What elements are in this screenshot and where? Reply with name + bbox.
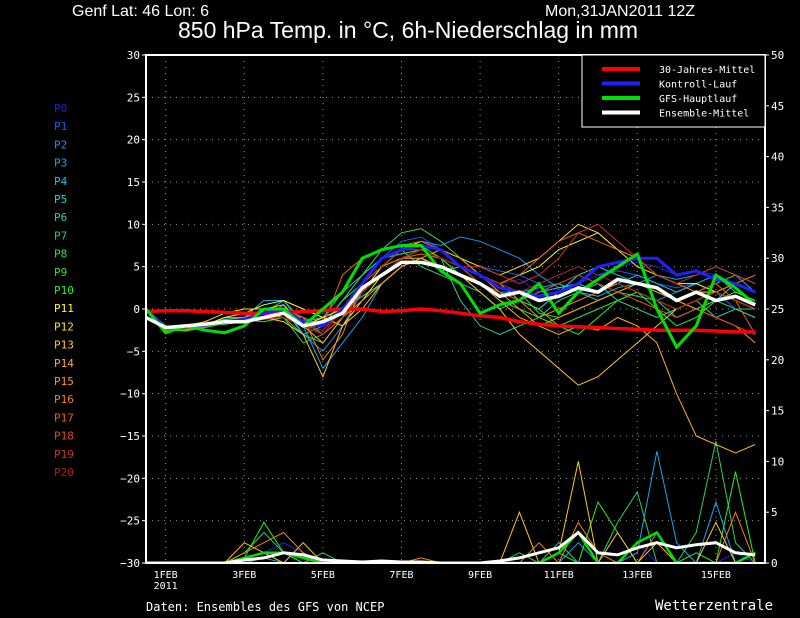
y-right-tick-label: 0 [771,557,778,570]
y-right-tick-label: 35 [771,201,784,214]
y-right-tick-label: 15 [771,405,784,418]
x-tick-label: 1FEB [154,570,178,581]
location-label: Genf Lat: 46 Lon: 6 [72,3,209,20]
y-right-tick-label: 50 [771,49,784,62]
chart-title: 850 hPa Temp. in °C, 6h-Niederschlag in … [178,17,639,43]
member-legend-p14: P14 [54,357,74,370]
precip-line-p3 [146,451,756,564]
legend-label: GFS-Hauptlauf [659,94,737,105]
member-legend-p20: P20 [54,466,74,479]
data-source-label: Daten: Ensembles des GFS von NCEP [146,600,385,614]
x-tick-sublabel: 2011 [154,581,178,592]
y-left-tick-label: −5 [127,345,140,358]
precip-line-gfs [146,530,756,565]
temp-line-ensemble-mean [145,260,756,330]
member-legend-p2: P2 [54,138,67,151]
x-tick-label: 5FEB [311,570,335,581]
y-left-tick-label: −15 [120,430,140,443]
y-right-tick-label: 30 [771,252,784,265]
member-legend-p19: P19 [54,448,74,461]
y-left-tick-label: 0 [133,303,140,316]
member-legend-p1: P1 [54,120,67,133]
temp-line-p14 [145,257,756,454]
y-right-tick-label: 10 [771,455,784,468]
legend-label: Kontroll-Lauf [659,80,737,91]
run-time-label: Mon,31JAN2011 12Z [545,3,696,20]
x-tick-label: 13FEB [622,570,652,581]
member-legend-p5: P5 [54,193,67,206]
y-right-tick-label: 5 [771,506,778,519]
legend-label: 30-Jahres-Mittel [659,65,755,76]
x-tick-label: 3FEB [232,570,256,581]
y-left-tick-label: −20 [120,472,140,485]
member-legend-p17: P17 [54,411,74,424]
y-left-tick-label: −25 [120,515,140,528]
member-legend-p0: P0 [54,102,67,115]
y-right-tick-label: 20 [771,354,784,367]
plot-frame [145,54,766,564]
member-legend-p10: P10 [54,284,74,297]
temp-line-gfs [144,244,757,350]
temp-line-climate-mean [145,307,756,334]
y-right-tick-label: 45 [771,100,784,113]
member-legend-p3: P3 [54,157,67,170]
y-left-tick-label: 25 [127,91,140,104]
x-tick-label: 11FEB [544,570,574,581]
member-legend-p16: P16 [54,393,74,406]
precip-line-p16 [146,510,756,564]
member-legend-p11: P11 [54,302,74,315]
y-left-tick-label: −30 [120,557,140,570]
legend-label: Ensemble-Mittel [659,109,749,120]
y-right-tick-label: 25 [771,303,784,316]
x-tick-label: 9FEB [468,570,492,581]
y-left-tick-label: 30 [127,49,140,62]
brand-label: Wetterzentrale [655,598,774,614]
temp-line-control [144,243,756,331]
member-legend-p6: P6 [54,211,67,224]
y-left-tick-label: 15 [127,176,140,189]
y-left-tick-label: 10 [127,218,140,231]
x-tick-label: 15FEB [701,570,731,581]
y-left-tick-label: 5 [133,261,140,274]
member-legend-p18: P18 [54,430,74,443]
member-legend-p8: P8 [54,248,67,261]
precip-line-p13 [146,461,756,565]
member-legend-p15: P15 [54,375,74,388]
y-left-tick-label: 20 [127,134,140,147]
y-left-tick-label: −10 [120,388,140,401]
bottom-mask [0,564,800,618]
x-tick-label: 7FEB [389,570,413,581]
member-legend-p9: P9 [54,266,67,279]
member-legend-p13: P13 [54,339,74,352]
member-legend-p4: P4 [54,175,68,188]
member-legend-p12: P12 [54,320,74,333]
y-right-tick-label: 40 [771,151,784,164]
member-legend-p7: P7 [54,229,67,242]
